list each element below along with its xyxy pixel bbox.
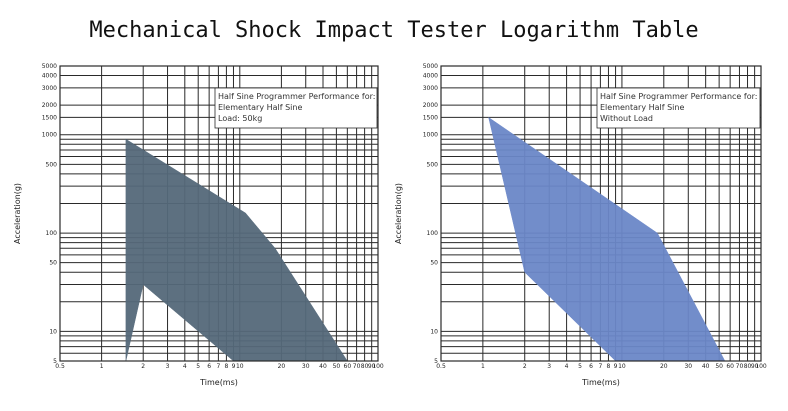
x-tick-label: 3 (166, 363, 170, 370)
x-tick-label: 8 (224, 363, 228, 370)
x-tick-label: 2 (523, 363, 527, 370)
x-tick-label: 70 (736, 363, 744, 370)
x-tick-label: 1 (481, 363, 485, 370)
y-tick-label: 3000 (42, 85, 57, 92)
y-tick-label: 1500 (423, 114, 438, 121)
x-tick-label: 100 (755, 363, 767, 370)
x-tick-label: 30 (302, 363, 310, 370)
y-tick-label: 2000 (423, 102, 438, 109)
y-axis-title: Acceleration(g) (13, 183, 22, 244)
y-tick-label: 5 (434, 358, 438, 365)
x-tick-label: 2 (141, 363, 145, 370)
y-tick-label: 50 (49, 260, 57, 267)
x-tick-label: 1 (100, 363, 104, 370)
x-tick-label: 0.5 (55, 363, 65, 370)
x-tick-label: 4 (183, 363, 187, 370)
x-tick-label: 7 (598, 363, 602, 370)
y-tick-label: 10 (430, 328, 438, 335)
y-tick-label: 4000 (42, 73, 57, 80)
x-tick-label: 4 (565, 363, 569, 370)
x-tick-label: 5 (196, 363, 200, 370)
x-tick-label: 70 (353, 363, 361, 370)
x-tick-label: 100 (372, 363, 384, 370)
x-tick-label: 60 (726, 363, 734, 370)
x-tick-label: 7 (216, 363, 220, 370)
x-tick-label: 6 (589, 363, 593, 370)
annotation-line: Without Load (600, 114, 653, 123)
annotation-box (214, 87, 378, 129)
x-tick-label: 80 (744, 363, 752, 370)
x-tick-label: 20 (278, 363, 286, 370)
y-tick-label: 1000 (42, 132, 57, 139)
plot-frame (440, 65, 762, 362)
x-tick-label: 40 (319, 363, 327, 370)
y-tick-label: 10 (49, 328, 57, 335)
y-axis-title: Acceleration(g) (394, 183, 403, 244)
y-tick-label: 50 (430, 260, 438, 267)
x-tick-label: 10 (236, 363, 244, 370)
y-tick-label: 3000 (423, 85, 438, 92)
x-tick-label: 50 (715, 363, 723, 370)
annotation-line: Half Sine Programmer Performance for: (600, 92, 757, 101)
x-tick-label: 90 (751, 363, 759, 370)
y-tick-label: 5000 (423, 63, 438, 70)
x-tick-label: 80 (361, 363, 369, 370)
x-axis-title: Time(ms) (581, 378, 620, 387)
y-tick-label: 1500 (42, 114, 57, 121)
y-tick-label: 500 (427, 161, 439, 168)
x-tick-label: 10 (618, 363, 626, 370)
y-tick-label: 4000 (423, 73, 438, 80)
y-tick-label: 5 (53, 358, 57, 365)
plot-frame (59, 65, 379, 362)
y-tick-label: 100 (46, 230, 58, 237)
annotation-line: Half Sine Programmer Performance for: (218, 92, 375, 101)
x-tick-label: 90 (368, 363, 376, 370)
annotation-line: Elementary Half Sine (218, 103, 302, 112)
x-tick-label: 6 (207, 363, 211, 370)
x-tick-label: 50 (333, 363, 341, 370)
x-tick-label: 60 (344, 363, 352, 370)
x-axis-title: Time(ms) (199, 378, 238, 387)
y-tick-label: 500 (46, 161, 58, 168)
annotation-box (596, 87, 761, 129)
y-tick-label: 100 (427, 230, 439, 237)
y-tick-label: 2000 (42, 102, 57, 109)
x-tick-label: 8 (607, 363, 611, 370)
x-tick-label: 3 (547, 363, 551, 370)
x-tick-label: 5 (578, 363, 582, 370)
annotation-line: Load: 50kg (218, 114, 262, 123)
y-tick-label: 1000 (423, 132, 438, 139)
annotation-line: Elementary Half Sine (600, 103, 684, 112)
x-tick-label: 20 (660, 363, 668, 370)
x-tick-label: 30 (684, 363, 692, 370)
x-tick-label: 40 (702, 363, 710, 370)
y-tick-label: 5000 (42, 63, 57, 70)
x-tick-label: 0.5 (436, 363, 446, 370)
x-tick-label: 9 (232, 363, 236, 370)
x-tick-label: 9 (614, 363, 618, 370)
page-title: Mechanical Shock Impact Tester Logarithm… (89, 18, 699, 43)
